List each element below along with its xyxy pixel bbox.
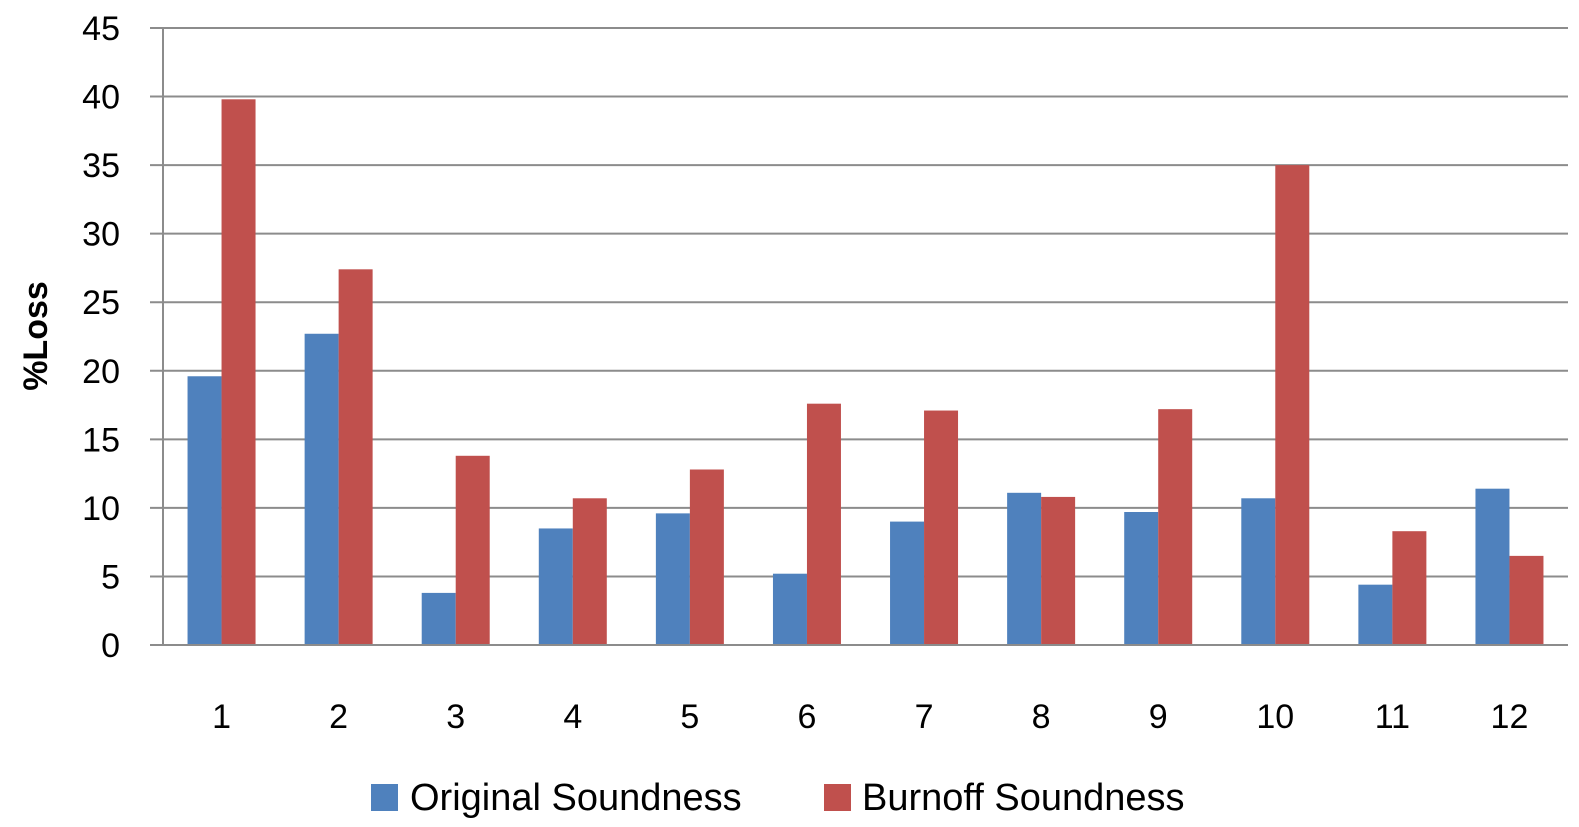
bar-burnoff-soundness-8 <box>1041 496 1076 645</box>
x-tick-label: 12 <box>1491 698 1529 736</box>
x-tick-labels: 1 2 3 4 5 6 7 8 9 10 11 12 <box>212 698 1528 736</box>
x-tick-label: 9 <box>1149 698 1168 736</box>
bar-burnoff-soundness-7 <box>924 410 959 645</box>
x-tick-label: 3 <box>446 698 465 736</box>
bar-burnoff-soundness-4 <box>572 498 607 645</box>
bar-burnoff-soundness-5 <box>689 469 724 645</box>
bar-original-soundness-1 <box>187 376 222 645</box>
y-tick-label: 5 <box>101 558 120 596</box>
y-tick-label: 25 <box>82 284 120 322</box>
y-tick-labels: 0 5 10 15 20 25 30 35 40 45 <box>82 10 120 665</box>
y-tick-label: 10 <box>82 490 120 528</box>
legend-swatch <box>824 784 851 811</box>
y-tick-label: 15 <box>82 421 120 459</box>
bar-original-soundness-9 <box>1124 512 1159 645</box>
axes <box>150 28 1568 646</box>
legend-label: Burnoff Soundness <box>862 777 1185 819</box>
x-tick-label: 2 <box>329 698 348 736</box>
bar-burnoff-soundness-10 <box>1275 165 1310 645</box>
bar-original-soundness-5 <box>655 513 690 645</box>
bar-original-soundness-11 <box>1358 584 1393 645</box>
bar-burnoff-soundness-3 <box>455 455 490 645</box>
y-tick-label: 40 <box>82 79 120 117</box>
legend: Original Soundness Burnoff Soundness <box>371 777 1185 819</box>
bar-original-soundness-10 <box>1241 498 1276 645</box>
bar-original-soundness-2 <box>304 333 339 645</box>
bar-burnoff-soundness-12 <box>1509 555 1544 645</box>
bar-burnoff-soundness-11 <box>1392 531 1427 645</box>
legend-label: Original Soundness <box>410 777 742 819</box>
gridlines <box>150 27 1568 578</box>
bar-original-soundness-12 <box>1475 488 1510 645</box>
bar-original-soundness-7 <box>890 521 925 645</box>
bar-burnoff-soundness-9 <box>1158 409 1193 645</box>
bar-burnoff-soundness-6 <box>806 403 841 645</box>
y-tick-label: 0 <box>101 627 120 665</box>
y-axis-title: %Loss <box>17 281 55 391</box>
bar-original-soundness-8 <box>1007 492 1042 645</box>
x-tick-label: 1 <box>212 698 231 736</box>
x-tick-label: 8 <box>1032 698 1051 736</box>
x-tick-label: 5 <box>680 698 699 736</box>
x-tick-label: 10 <box>1256 698 1294 736</box>
bar-original-soundness-6 <box>772 573 807 645</box>
y-tick-label: 45 <box>82 10 120 48</box>
bar-burnoff-soundness-1 <box>221 99 256 645</box>
x-tick-label: 6 <box>797 698 816 736</box>
bar-burnoff-soundness-2 <box>338 269 373 645</box>
x-tick-label: 4 <box>563 698 582 736</box>
legend-swatch <box>371 784 398 811</box>
bar-original-soundness-4 <box>538 528 573 645</box>
bars <box>187 99 1544 645</box>
y-tick-label: 20 <box>82 353 120 391</box>
x-tick-label: 11 <box>1375 698 1410 736</box>
x-tick-label: 7 <box>915 698 934 736</box>
bar-original-soundness-3 <box>421 592 456 645</box>
y-tick-label: 30 <box>82 216 120 254</box>
y-tick-label: 35 <box>82 147 120 185</box>
